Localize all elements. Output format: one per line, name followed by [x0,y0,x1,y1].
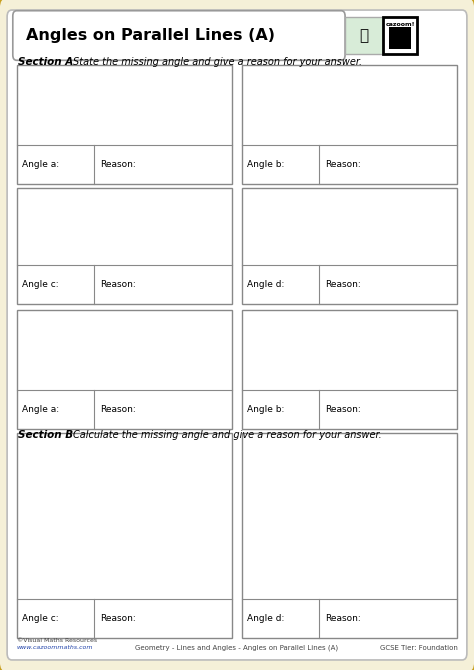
Text: Angle b:: Angle b: [247,160,285,170]
Text: 65°: 65° [110,212,129,222]
Text: Geometry - Lines and Angles - Angles on Parallel Lines (A): Geometry - Lines and Angles - Angles on … [136,645,338,651]
Text: Angle d:: Angle d: [247,279,285,289]
Text: Section B: Section B [18,431,73,440]
Text: b°: b° [308,106,320,116]
Text: 71°: 71° [382,213,401,223]
Text: d°: d° [360,460,373,470]
Text: Section A: Section A [18,57,73,66]
Text: d°: d° [410,224,422,234]
Text: Angles on Parallel Lines (A): Angles on Parallel Lines (A) [26,28,275,43]
Text: Reason:: Reason: [325,279,361,289]
Text: Reason:: Reason: [100,614,136,623]
Text: www.cazoommaths.com: www.cazoommaths.com [17,645,93,650]
Text: Reason:: Reason: [100,160,136,170]
Text: 79°: 79° [406,507,426,517]
Text: Angle d:: Angle d: [247,614,285,623]
Text: a°: a° [73,343,85,353]
Text: Reason:: Reason: [325,614,361,623]
Text: ©Visual Maths Resources: ©Visual Maths Resources [17,639,97,643]
Text: 52°: 52° [329,91,349,101]
Text: Angle b:: Angle b: [247,405,285,414]
Text: cazoom!: cazoom! [385,22,415,27]
Text: Reason:: Reason: [325,160,361,170]
Text: GCSE Tier: Foundation: GCSE Tier: Foundation [380,645,457,651]
Text: 114°: 114° [81,472,106,482]
Text: Angle c:: Angle c: [22,279,59,289]
Text: State the missing angle and give a reason for your answer.: State the missing angle and give a reaso… [73,57,363,66]
Text: 📐: 📐 [359,28,369,43]
Text: Angle c:: Angle c: [22,614,59,623]
Text: c°: c° [81,225,93,235]
Text: c°: c° [118,550,130,560]
Text: b°: b° [401,342,414,352]
Text: 43°: 43° [406,324,426,334]
Text: Angle a:: Angle a: [22,160,59,170]
Text: 108°: 108° [128,334,154,344]
Text: Calculate the missing angle and give a reason for your answer.: Calculate the missing angle and give a r… [73,431,382,440]
Text: 48°: 48° [127,90,147,100]
Text: Angle a:: Angle a: [22,405,59,414]
Text: Reason:: Reason: [325,405,361,414]
Text: Reason:: Reason: [100,405,136,414]
Text: a°: a° [101,105,114,115]
Text: Reason:: Reason: [100,279,136,289]
